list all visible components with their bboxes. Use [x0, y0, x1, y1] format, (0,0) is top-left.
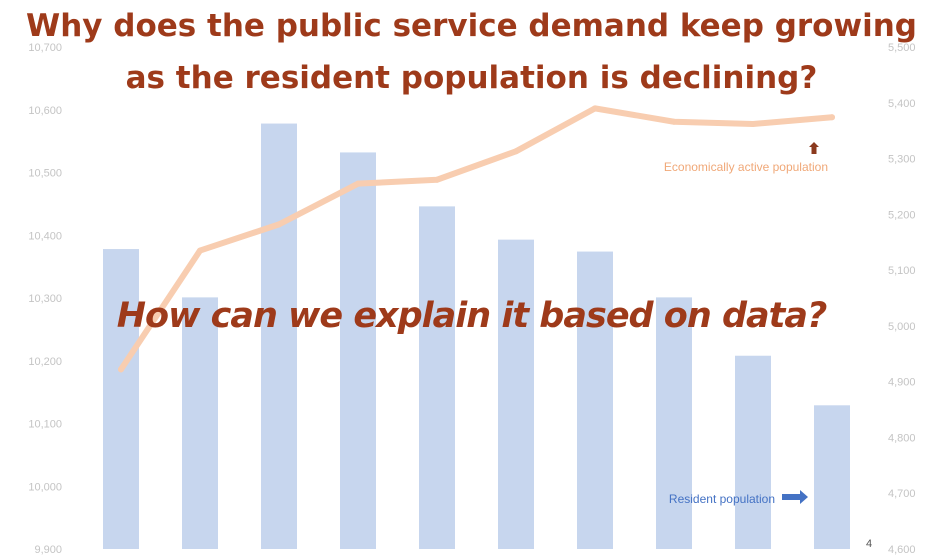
left-axis-tick-label: 10,600	[28, 105, 62, 117]
line-series-label: Economically active population	[664, 160, 828, 174]
left-axis-tick-label: 10,100	[28, 419, 62, 431]
bar-6	[498, 239, 534, 549]
line-point-2	[197, 247, 203, 254]
left-axis-tick-label: 10,700	[28, 42, 62, 54]
right-axis-tick-label: 5,200	[888, 209, 916, 221]
line-point-10	[829, 114, 835, 121]
line-layer	[118, 105, 835, 373]
line-point-9	[750, 120, 756, 127]
line-point-3	[276, 221, 282, 228]
bars-layer	[103, 123, 850, 550]
line-series	[118, 105, 835, 373]
right-axis-tick-label: 5,100	[888, 265, 916, 277]
line-point-1	[118, 366, 124, 373]
left-axis-tick-label: 10,400	[28, 230, 62, 242]
page-number: 4	[866, 538, 873, 550]
left-axis-tick-label: 10,300	[28, 293, 62, 305]
arrow-right-icon	[782, 490, 808, 504]
left-axis-tick-label: 10,000	[28, 481, 62, 493]
right-axis: 4,600 4,700 4,800 4,900 5,000 5,100 5,200 5,300…	[888, 42, 916, 556]
slide-question: How can we explain it based on data?	[116, 296, 828, 336]
bar-1	[103, 249, 139, 549]
right-axis-tick-label: 4,700	[888, 488, 916, 500]
bar-9	[735, 355, 771, 549]
slide-title-line-1: Why does the public service demand keep …	[26, 8, 917, 44]
right-axis-tick-label: 4,800	[888, 432, 916, 444]
slide-title-line-2: as the resident population is declining?	[125, 60, 818, 96]
annotations-layer: Economically active population Resident …	[664, 142, 828, 506]
left-axis-tick-label: 9,900	[34, 544, 62, 556]
line-point-4	[355, 180, 361, 187]
line-point-8	[671, 118, 677, 125]
line-point-7	[592, 105, 598, 112]
right-axis-tick-label: 5,400	[888, 98, 916, 110]
bar-7	[577, 251, 613, 549]
right-axis-tick-label: 5,000	[888, 321, 916, 333]
left-axis: 9,900 10,000 10,100 10,200 10,300 10,400 10,50…	[28, 42, 62, 556]
right-axis-tick-label: 4,600	[888, 544, 916, 556]
right-axis-tick-label: 5,500	[888, 42, 916, 54]
bar-8	[656, 297, 692, 549]
left-axis-tick-label: 10,200	[28, 356, 62, 368]
bar-5	[419, 206, 455, 549]
right-axis-tick-label: 4,900	[888, 377, 916, 389]
bar-4	[340, 152, 376, 550]
line-point-5	[434, 176, 440, 183]
arrow-up-icon	[809, 142, 819, 154]
left-axis-tick-label: 10,500	[28, 168, 62, 180]
right-axis-tick-label: 5,300	[888, 154, 916, 166]
bar-series-label: Resident population	[669, 492, 775, 506]
line-point-6	[513, 148, 519, 155]
bar-3	[261, 123, 297, 550]
bar-10	[814, 405, 850, 549]
bar-2	[182, 297, 218, 549]
